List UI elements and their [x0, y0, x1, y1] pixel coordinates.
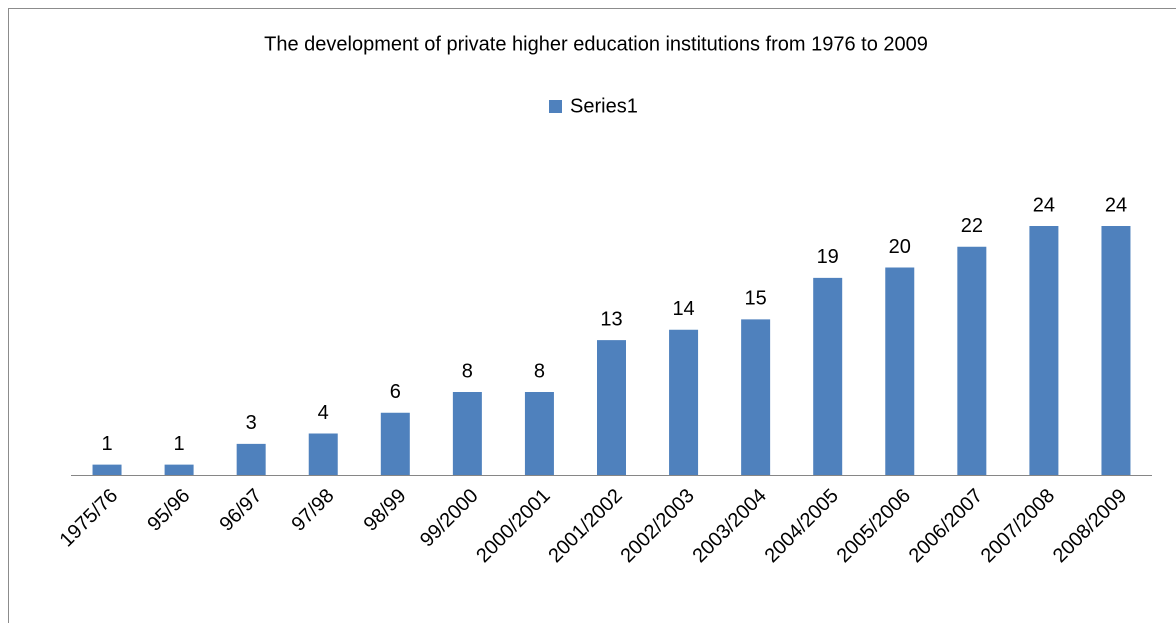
bar: [236, 443, 266, 475]
data-label: 15: [745, 288, 767, 310]
data-label: 1: [174, 433, 185, 455]
bar: [813, 277, 843, 475]
bar: [92, 464, 122, 475]
data-label: 13: [600, 308, 622, 330]
data-label: 24: [1105, 194, 1127, 216]
bar: [1101, 226, 1131, 475]
data-label: 8: [534, 360, 545, 382]
bar: [741, 319, 771, 475]
bar: [597, 340, 626, 475]
bar: [885, 267, 915, 475]
bar: [669, 329, 699, 475]
data-label: 4: [318, 402, 329, 424]
bar: [308, 433, 338, 475]
data-label: 22: [961, 215, 983, 237]
data-label: 1: [101, 433, 112, 455]
data-label: 3: [246, 412, 257, 434]
data-label: 14: [672, 298, 694, 320]
bar: [452, 392, 482, 475]
data-label: 20: [889, 236, 911, 258]
data-label: 19: [817, 246, 839, 268]
bar: [1029, 226, 1059, 475]
data-label: 8: [462, 360, 473, 382]
bar: [524, 392, 554, 475]
data-label: 6: [390, 381, 401, 403]
legend-label: Series1: [570, 95, 638, 117]
bar: [957, 246, 987, 475]
bar: [380, 412, 410, 475]
data-label: 24: [1033, 194, 1055, 216]
legend-swatch: [549, 100, 562, 113]
bar: [164, 464, 194, 475]
chart-title: The development of private higher educat…: [264, 33, 928, 55]
